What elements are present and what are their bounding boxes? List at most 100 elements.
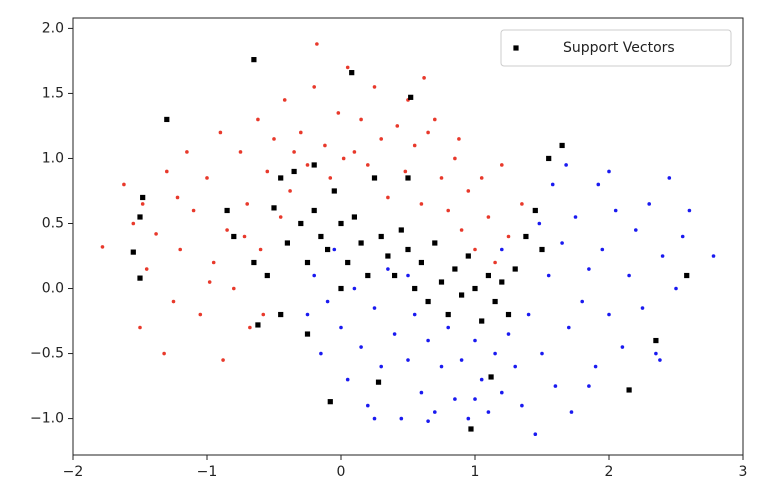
point (392, 332, 397, 336)
point (596, 182, 601, 187)
support-vector (432, 240, 438, 246)
support-vector (298, 220, 304, 227)
point (265, 169, 270, 174)
point (493, 260, 497, 265)
point (165, 169, 169, 174)
y-tick-label: −1.0 (30, 411, 64, 427)
point (433, 410, 437, 414)
support-vector (349, 70, 355, 76)
support-vector (311, 207, 317, 214)
point (305, 312, 310, 317)
point (553, 384, 558, 388)
point (506, 234, 511, 239)
point (473, 338, 477, 343)
point (513, 364, 517, 369)
point (419, 390, 424, 395)
point (439, 176, 444, 180)
support-vector (559, 142, 565, 149)
point (426, 130, 430, 135)
point (419, 202, 424, 206)
y-tick-label: 2.0 (42, 20, 64, 36)
support-vector (304, 331, 311, 337)
point (520, 403, 524, 408)
support-vector (371, 175, 378, 181)
point (245, 202, 249, 206)
point (473, 397, 477, 401)
point (486, 215, 491, 219)
point (634, 228, 638, 232)
support-vector (271, 205, 277, 211)
support-vector (684, 272, 690, 279)
point (305, 163, 310, 167)
point (345, 377, 350, 382)
support-vector (499, 279, 505, 285)
x-tick-label: 1 (471, 464, 480, 480)
support-vector (338, 220, 344, 227)
point (232, 286, 236, 291)
point (211, 260, 216, 265)
point (366, 403, 370, 408)
point (569, 410, 574, 414)
point (359, 117, 363, 122)
point (140, 202, 145, 206)
point (493, 351, 497, 356)
point (613, 208, 618, 213)
support-vector (278, 311, 284, 318)
support-vector (512, 266, 518, 272)
point (560, 241, 564, 245)
plot-frame (72, 17, 744, 456)
point (352, 150, 357, 154)
point (225, 228, 229, 232)
legend-marker (513, 45, 519, 51)
point (221, 358, 225, 362)
point (328, 176, 333, 180)
legend-label: Support Vectors (563, 40, 675, 56)
point (459, 228, 464, 232)
support-vector (251, 57, 257, 63)
support-vector (358, 240, 364, 246)
point (154, 232, 158, 236)
point (600, 247, 605, 252)
point (607, 312, 611, 317)
point (332, 247, 337, 252)
support-vector (472, 285, 478, 292)
support-vector (412, 285, 418, 292)
point (674, 286, 678, 291)
point (412, 312, 417, 317)
support-vector (532, 207, 538, 214)
point (339, 325, 343, 330)
support-vector (378, 233, 384, 240)
support-vector (231, 233, 237, 240)
support-vector (137, 214, 143, 220)
point (500, 163, 504, 167)
support-vector (408, 94, 414, 100)
support-vector (137, 275, 143, 281)
point (100, 245, 105, 249)
support-vector (418, 259, 424, 266)
point (580, 299, 584, 304)
point (282, 98, 287, 102)
support-vector (653, 337, 659, 344)
support-vector (488, 374, 494, 380)
support-vector (523, 233, 529, 240)
point (372, 85, 377, 89)
point (191, 208, 196, 213)
point (406, 358, 410, 362)
support-vector (546, 155, 552, 162)
point (379, 137, 384, 141)
point (546, 273, 551, 278)
point (658, 358, 662, 362)
point (479, 377, 484, 382)
point (272, 137, 276, 141)
support-vector (405, 246, 411, 253)
point (412, 143, 417, 148)
support-vector (278, 175, 284, 181)
support-vector (164, 116, 170, 123)
y-tick-label: 1.0 (42, 150, 64, 166)
support-vector (351, 214, 357, 220)
support-vector (345, 259, 351, 266)
point (446, 208, 451, 213)
point (486, 410, 491, 414)
point (341, 156, 346, 161)
